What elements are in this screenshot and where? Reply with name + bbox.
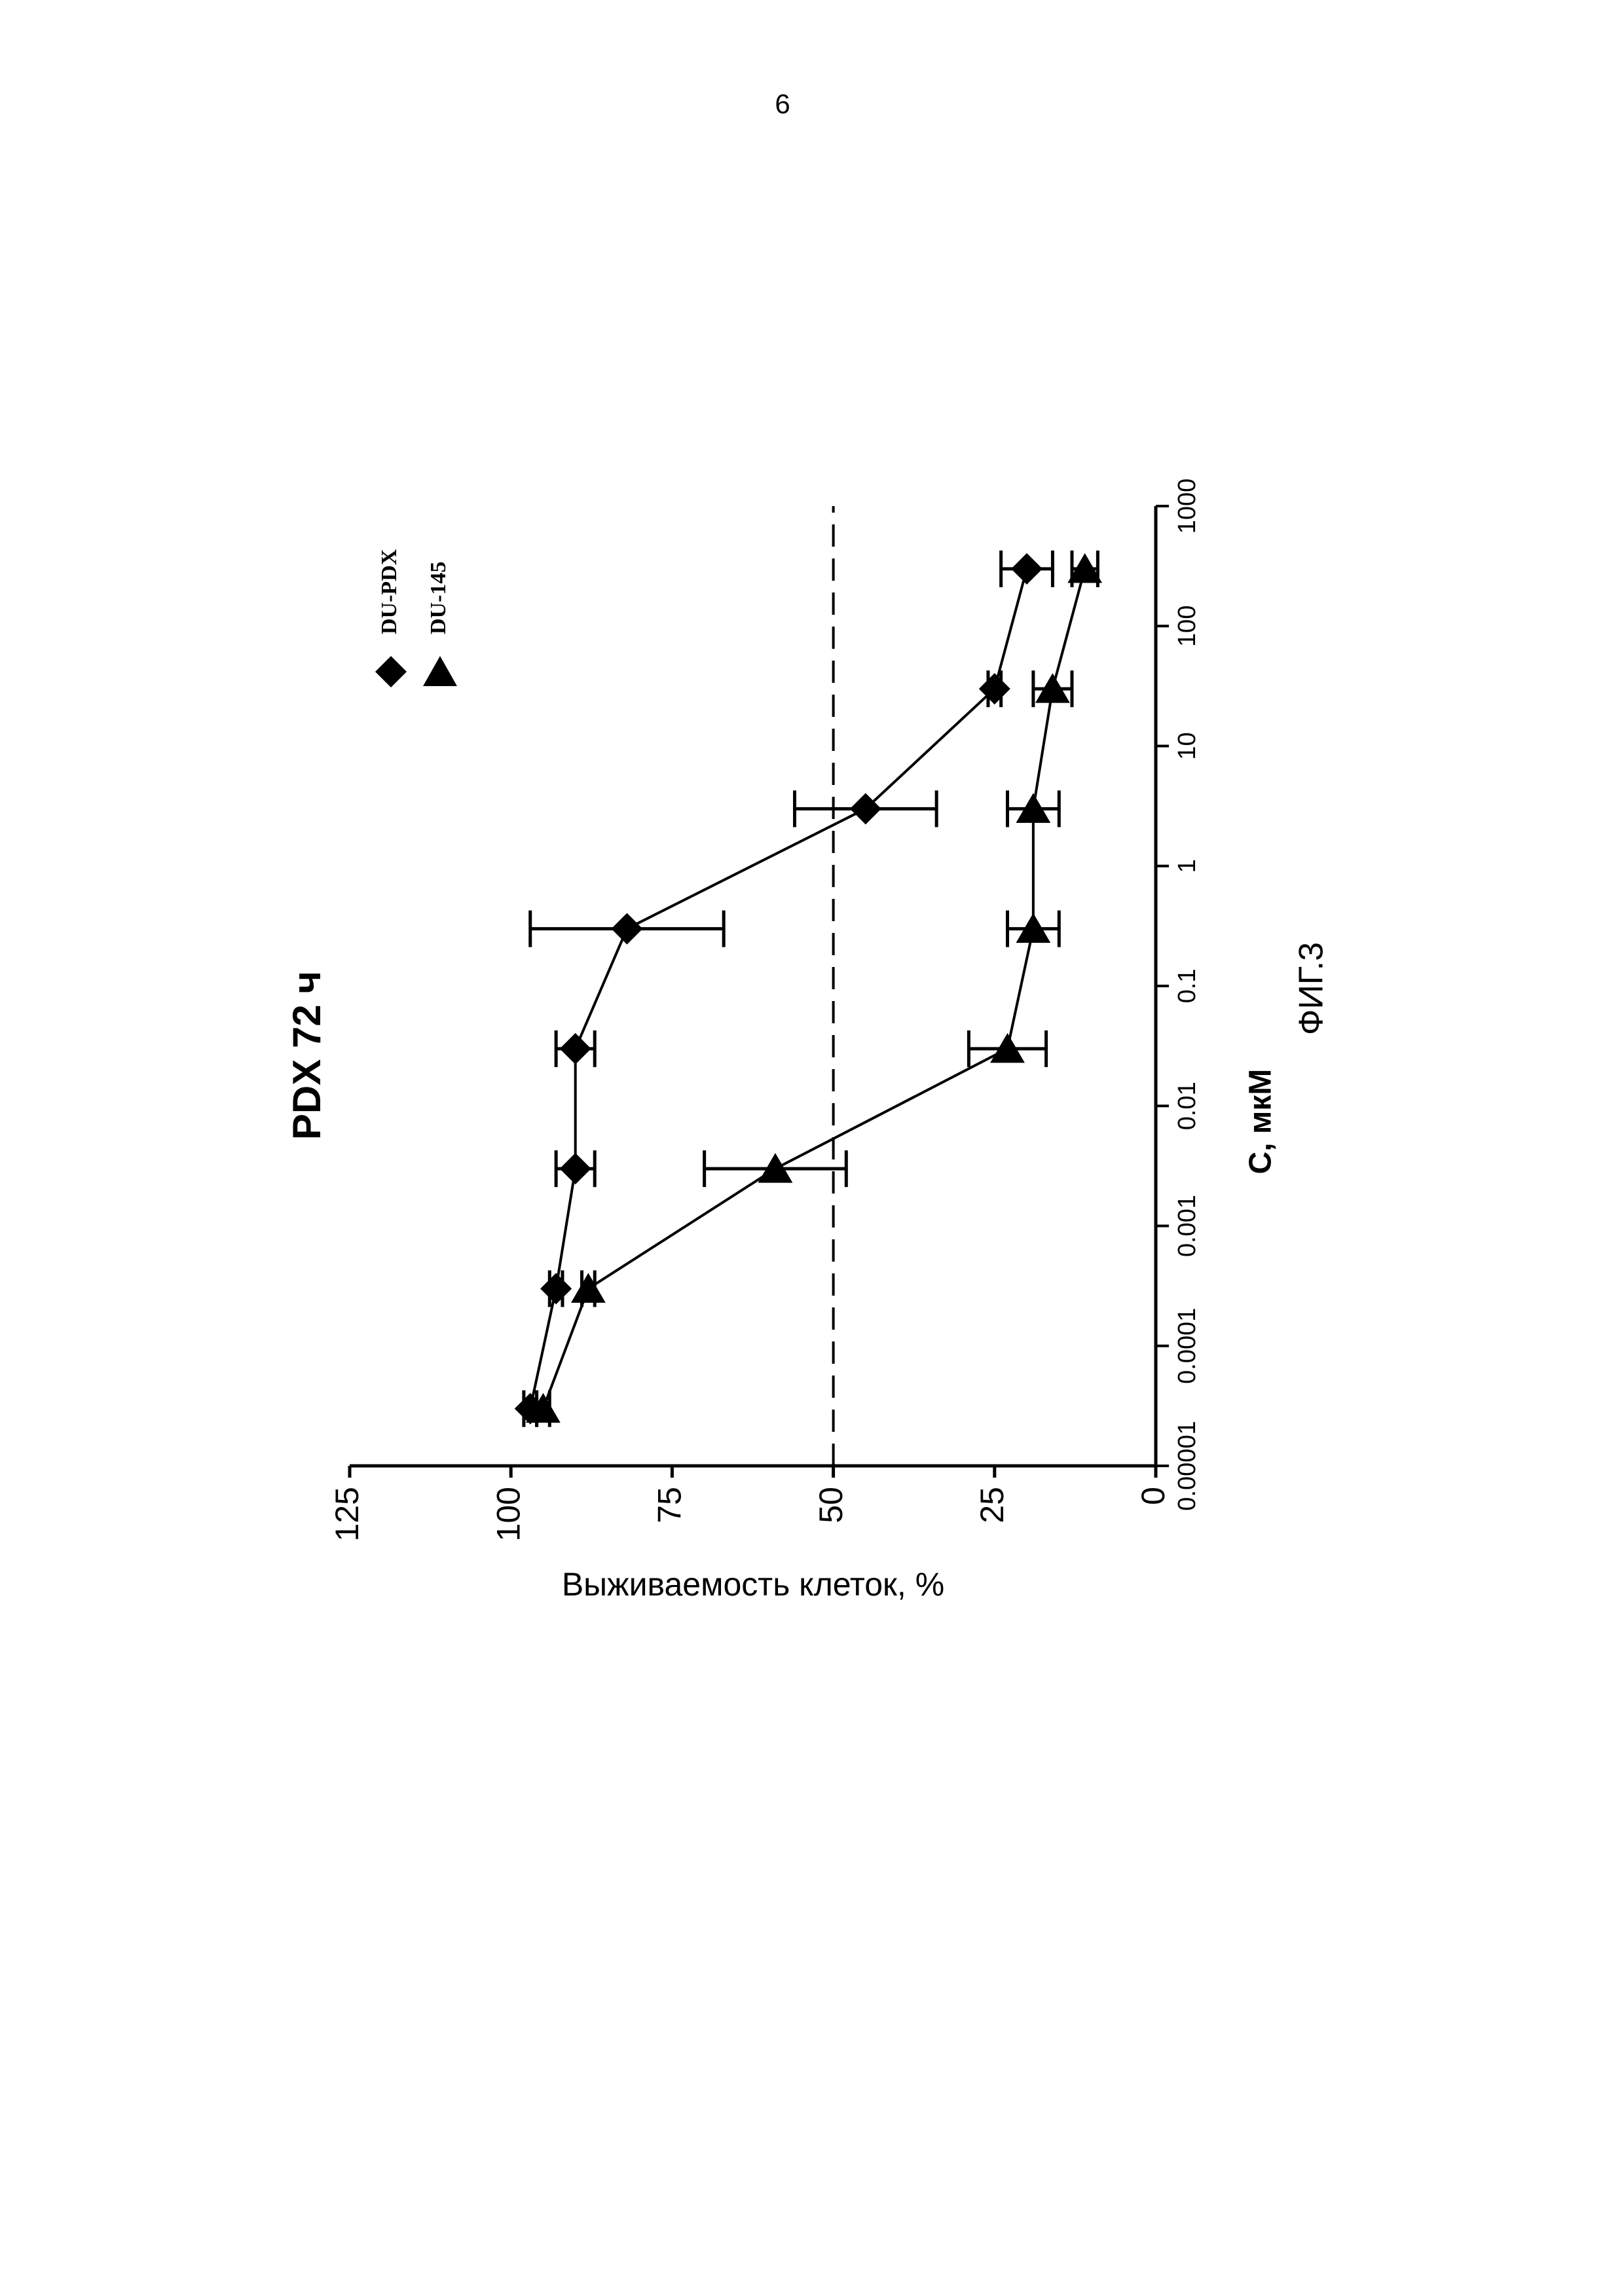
- chart-title: PDX 72 ч: [285, 971, 329, 1140]
- legend-label: DU-PDX: [377, 549, 401, 634]
- x-tick-label: 0.001: [1173, 1195, 1201, 1257]
- data-point: [611, 913, 642, 945]
- data-point: [1011, 553, 1043, 585]
- data-point: [560, 1033, 591, 1065]
- x-tick-label: 1: [1173, 859, 1201, 873]
- x-tick-label: 1000: [1173, 479, 1201, 534]
- figure-caption: ФИГ.3: [1293, 942, 1331, 1035]
- y-tick-label: 50: [813, 1487, 849, 1523]
- x-tick-label: 0.0001: [1173, 1308, 1201, 1384]
- data-point: [540, 1273, 572, 1304]
- x-tick-label: 0.1: [1173, 969, 1201, 1004]
- x-axis-label: С, мкМ: [1244, 1069, 1278, 1175]
- x-tick-label: 0.00001: [1173, 1421, 1201, 1510]
- page-svg: 6 Выживаемость клеток, % PDX 72 ч С, мкМ…: [0, 0, 1624, 2296]
- x-tick-label: 0.01: [1173, 1082, 1201, 1130]
- y-tick-label: 25: [974, 1487, 1010, 1523]
- y-axis-label: Выживаемость клеток, %: [562, 1566, 944, 1603]
- legend-label: DU-145: [426, 562, 451, 634]
- y-tick-label: 125: [329, 1487, 365, 1541]
- y-tick-label: 75: [652, 1487, 688, 1523]
- legend-marker: [423, 656, 457, 686]
- x-tick-label: 10: [1173, 732, 1201, 759]
- data-point: [571, 1273, 606, 1303]
- page-number: 6: [775, 88, 790, 119]
- legend-marker: [375, 656, 407, 687]
- x-tick-label: 100: [1173, 606, 1201, 647]
- series-line: [530, 569, 1027, 1409]
- page: 6 Выживаемость клеток, % PDX 72 ч С, мкМ…: [0, 0, 1624, 2296]
- y-tick-label: 0: [1135, 1487, 1172, 1505]
- data-point: [560, 1153, 591, 1184]
- y-tick-label: 100: [490, 1487, 526, 1541]
- chart: PDX 72 ч С, мкМ ФИГ.3 0 25 50 75 100 125 0.000…: [285, 479, 1331, 1542]
